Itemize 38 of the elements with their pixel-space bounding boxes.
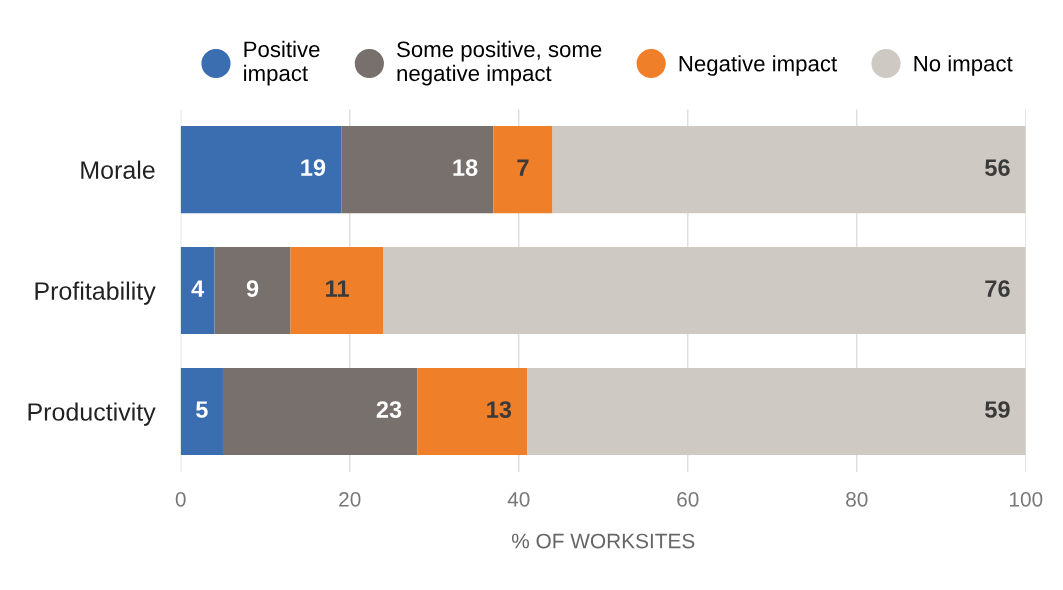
- x-tick-label: 0: [175, 491, 186, 507]
- bar: [383, 247, 1026, 335]
- bar: [180, 367, 223, 456]
- bar: [417, 367, 528, 456]
- bar: [180, 247, 215, 335]
- x-tick-label: 20: [339, 491, 361, 507]
- y-tick-label: Profitability: [35, 281, 156, 305]
- y-tick-label: Morale: [81, 160, 155, 179]
- data-label: 19: [301, 159, 326, 176]
- data-label: 7: [517, 159, 529, 176]
- data-label: 9: [246, 280, 259, 297]
- x-tick-label: 100: [1010, 491, 1043, 507]
- bar: [180, 126, 342, 214]
- data-label: 13: [487, 401, 512, 418]
- bar: [552, 126, 1026, 214]
- legend-label: Negative impact: [679, 55, 837, 76]
- legend-label: Positive impact: [244, 40, 320, 86]
- data-label: 76: [985, 280, 1010, 297]
- bar: [493, 126, 553, 214]
- data-label: 18: [453, 159, 478, 176]
- x-tick-label: 60: [677, 491, 699, 507]
- legend-label: No impact: [914, 55, 1013, 76]
- data-label: 4: [191, 280, 205, 297]
- y-tick-label: Productivity: [28, 402, 156, 426]
- legend-label: Some positive, some negative impact: [397, 40, 602, 86]
- data-label: 5: [196, 401, 208, 418]
- bar: [527, 367, 1026, 456]
- data-label: 11: [326, 280, 349, 297]
- bar: [222, 367, 418, 456]
- bar: [290, 247, 384, 335]
- data-label: 59: [985, 401, 1010, 418]
- x-tick-label: 80: [846, 491, 868, 507]
- x-tick-label: 40: [507, 491, 530, 507]
- bar: [214, 247, 291, 335]
- data-label: 23: [376, 401, 402, 418]
- x-axis-title: % OF WORKSITES: [511, 533, 695, 549]
- data-label: 56: [985, 159, 1010, 176]
- bar: [341, 126, 494, 214]
